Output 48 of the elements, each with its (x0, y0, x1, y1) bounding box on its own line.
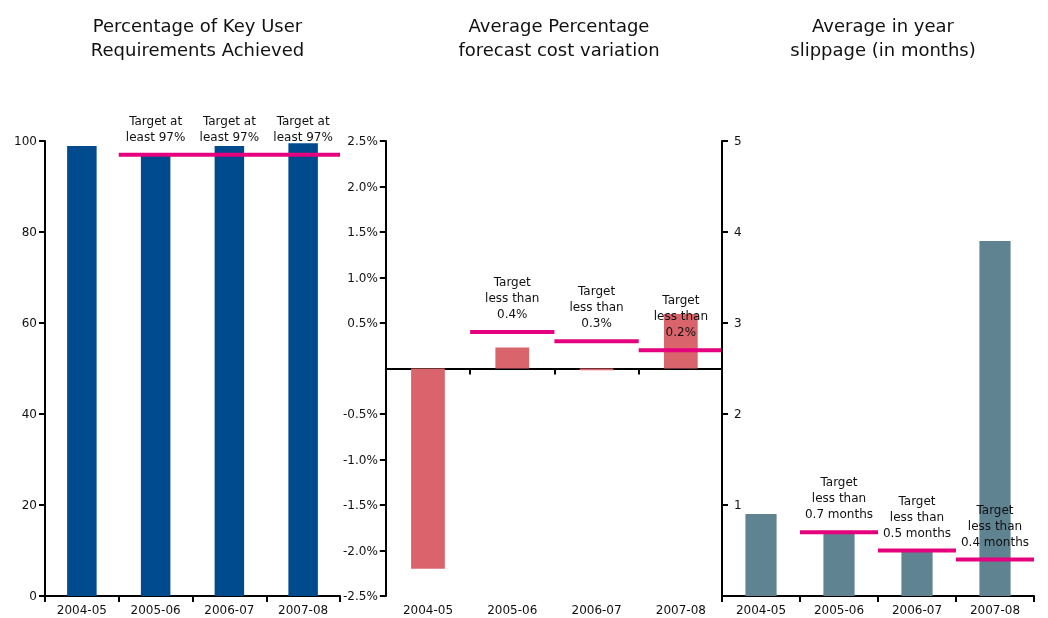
y-tick-label: -0.5% (342, 407, 378, 421)
annotation: Target at least 97% (199, 113, 260, 144)
y-tick-label: 2.5% (347, 134, 378, 148)
y-tick-label: 40 (21, 407, 37, 421)
bar (411, 368, 445, 569)
y-tick-label: 20 (21, 498, 37, 512)
chart-title: Average Percentage forecast cost variation (458, 14, 660, 60)
x-tick-label: 2004-05 (56, 603, 107, 617)
x-tick-label: 2007-08 (969, 603, 1021, 617)
annotation: Target at least 97% (125, 113, 186, 144)
x-tick-label: 2007-08 (655, 603, 706, 617)
y-tick-label: -2.5% (342, 589, 378, 603)
y-tick-label: 4 (734, 225, 742, 239)
y-tick-label: 2.0% (347, 179, 378, 194)
y-tick-label: 2 (734, 407, 742, 421)
annotation: Target less than 0.3% (569, 284, 624, 331)
y-tick-label: -1.5% (342, 498, 378, 512)
x-tick-label: 2005-06 (487, 603, 538, 617)
y-tick-label: 1.5% (347, 225, 378, 239)
annotation: Target at least 97% (273, 113, 333, 144)
annotation: Target less than 0.4% (485, 275, 540, 322)
y-tick-label: 0.5% (347, 316, 378, 330)
chart-title: Percentage of Key User Requirements Achieved (90, 14, 305, 60)
bar (745, 514, 777, 596)
chart-title: Average in year slippage (in months) (790, 14, 976, 60)
y-tick-label: -2.0% (342, 543, 378, 558)
y-tick-label: 60 (21, 316, 37, 330)
annotation: Target less than 0.7 months (804, 475, 874, 522)
x-tick-label: 2005-06 (813, 603, 865, 617)
y-tick-label: 80 (21, 225, 37, 239)
x-tick-label: 2006-07 (204, 603, 255, 617)
annotation: Target less than 0.5 months (882, 493, 952, 540)
y-tick-label: 0 (29, 589, 37, 603)
y-tick-label: 1.0% (347, 270, 378, 285)
x-tick-label: 2006-07 (571, 603, 622, 617)
x-tick-label: 2004-05 (402, 603, 454, 617)
x-tick-label: 2006-07 (891, 603, 943, 617)
bar (823, 532, 855, 596)
y-tick-label: 5 (734, 134, 742, 148)
bar (901, 550, 933, 596)
y-tick-label: 3 (734, 316, 742, 330)
y-tick-label: -1.0% (342, 452, 378, 467)
y-tick-label: 100 (14, 134, 37, 148)
bar (495, 347, 530, 369)
x-tick-label: 2005-06 (130, 603, 181, 617)
y-tick-label: 1 (734, 498, 742, 512)
x-tick-label: 2004-05 (735, 603, 787, 617)
x-tick-label: 2007-08 (278, 603, 329, 617)
